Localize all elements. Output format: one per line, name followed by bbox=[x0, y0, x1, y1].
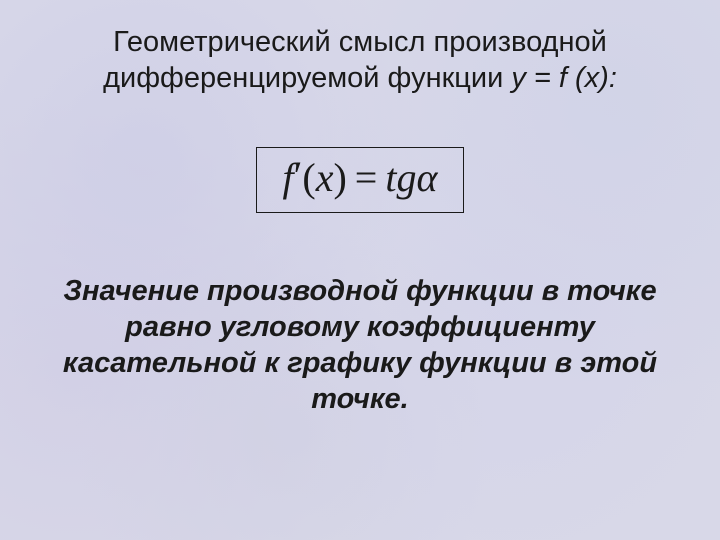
formula-close: ) bbox=[333, 155, 346, 200]
slide: Геометрический смысл производной диффере… bbox=[0, 0, 720, 540]
formula-f: f bbox=[283, 155, 294, 200]
formula-eq: = bbox=[355, 155, 378, 200]
formula-container: f′(x)=tgα bbox=[30, 147, 690, 213]
title-line2-prefix: дифференцируемой функции bbox=[103, 62, 511, 94]
title-fn: y = f (x): bbox=[511, 62, 617, 94]
formula-prime: ′ bbox=[294, 153, 303, 198]
formula-tg: tg bbox=[385, 155, 416, 200]
body-text: Значение производной функции в точке рав… bbox=[55, 273, 665, 418]
formula-box: f′(x)=tgα bbox=[256, 147, 465, 213]
title-line1: Геометрический смысл производной bbox=[113, 26, 607, 58]
formula-x: x bbox=[316, 155, 334, 200]
slide-title: Геометрический смысл производной диффере… bbox=[30, 24, 690, 97]
formula-alpha: α bbox=[416, 155, 437, 200]
formula-open: ( bbox=[302, 155, 315, 200]
